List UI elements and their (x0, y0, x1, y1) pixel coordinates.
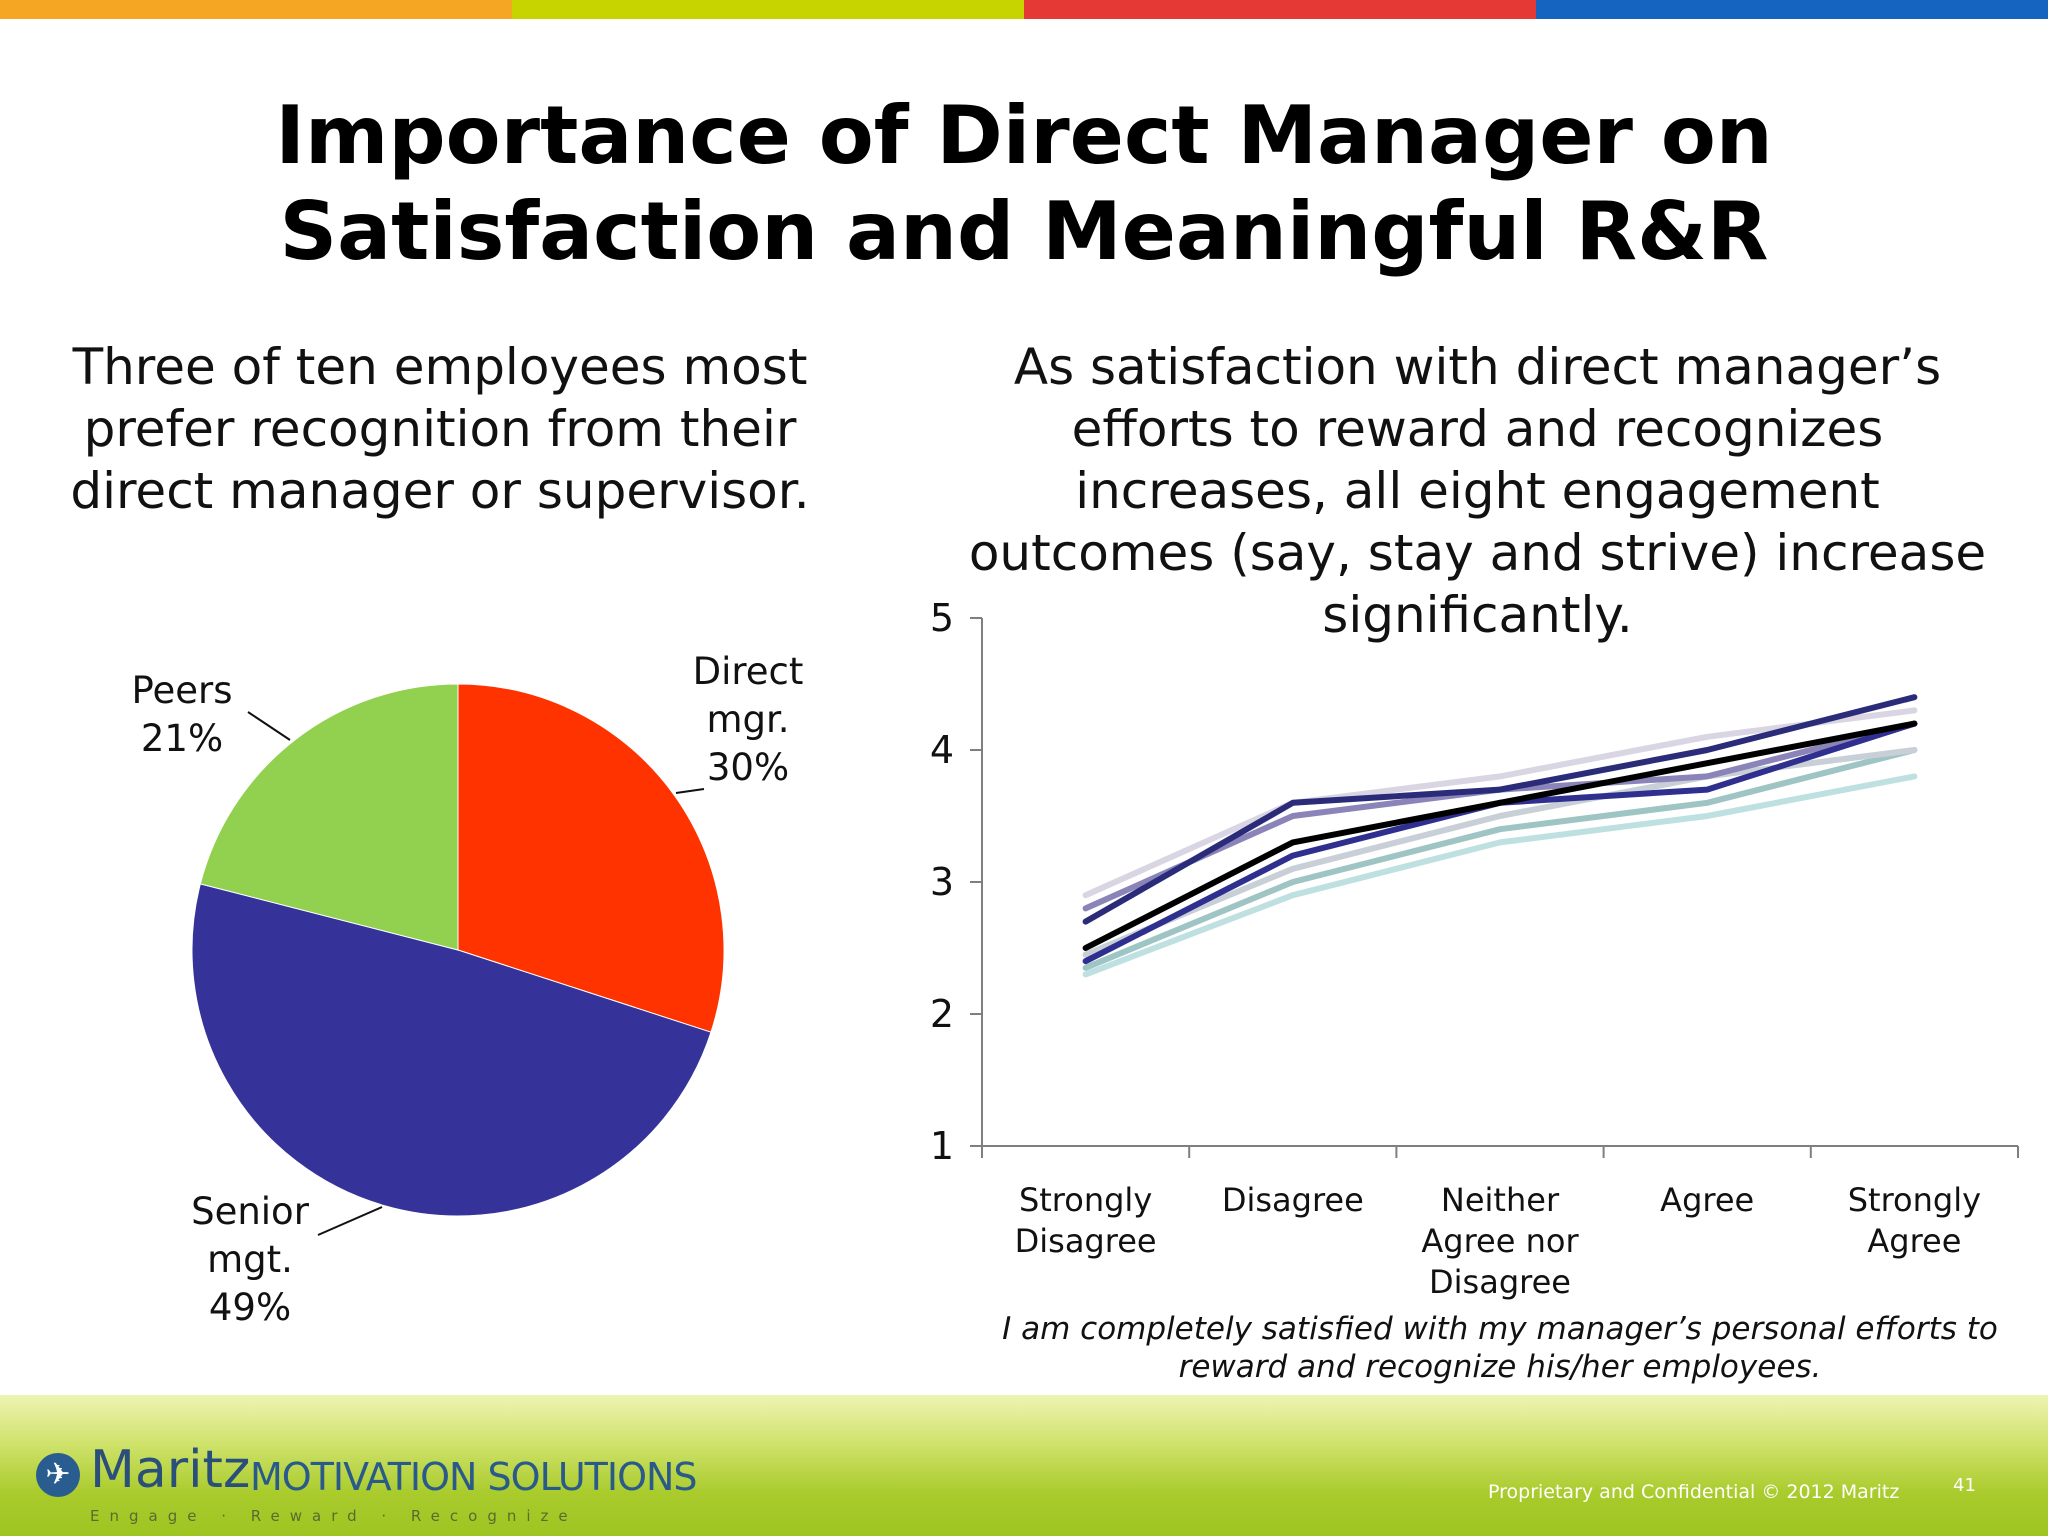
line-chart-caption: I am completely satisfied with my manage… (1002, 1311, 1998, 1385)
series-line-0 (1082, 707, 1918, 899)
x-tick-label: Disagree (1222, 1181, 1364, 1219)
page-number: 41 (1953, 1475, 1976, 1496)
line-subtitle: As satisfaction with direct manager’s ef… (968, 338, 1987, 644)
series-line-7 (1082, 720, 1918, 951)
x-tick-label: Neither Agree nor Disagree (1421, 1181, 1579, 1301)
top-color-bar (0, 0, 2048, 19)
pie-chart: Direct mgr. 30% Senior mgt. 49% Peers 21% (131, 650, 804, 1329)
x-tick-label: Agree (1660, 1181, 1754, 1219)
x-tick-label: Strongly Disagree (1015, 1181, 1157, 1260)
top-bar-segment (1536, 0, 2048, 19)
y-tick-label: 5 (930, 596, 954, 640)
y-tick-label: 2 (930, 992, 954, 1036)
y-tick-label: 4 (930, 728, 954, 772)
series-line-2 (1082, 747, 1918, 971)
maritz-logo-icon: ✈ (36, 1453, 80, 1497)
brand-name: Maritz (90, 1440, 251, 1500)
y-tick-label: 1 (930, 1124, 954, 1168)
pie-data-label: Peers 21% (131, 669, 232, 760)
pie-slice-0 (457, 683, 725, 1033)
pie-data-label: Senior mgt. 49% (191, 1190, 310, 1329)
series-line-1 (1082, 773, 1918, 978)
pie-slice-2 (199, 683, 459, 951)
pie-leader-line (247, 711, 291, 741)
footer-banner: ✈ Maritz MOTIVATION SOLUTIONS Engage · R… (0, 1395, 2048, 1536)
pie-leader-line (317, 1206, 383, 1236)
line-chart: 1 2 3 4 5 Strongly Disagree Disagree Neither Agre… (930, 596, 2019, 1301)
legal-notice: Proprietary and Confidential © 2012 Mari… (1488, 1481, 1900, 1503)
brand-motto: Engage · Reward · Recognize (90, 1507, 578, 1525)
pie-leader-line (675, 788, 705, 794)
top-bar-segment (512, 0, 1024, 19)
top-bar-segment (0, 0, 512, 19)
slide-title: Importance of Direct Manager on Satisfac… (275, 89, 1773, 278)
x-tick-label: Strongly Agree (1848, 1181, 1981, 1260)
pie-slice-1 (191, 883, 712, 1217)
y-tick-label: 3 (930, 860, 954, 904)
brand-tagline: MOTIVATION SOLUTIONS (250, 1455, 698, 1499)
top-bar-segment (1024, 0, 1536, 19)
pie-data-label: Direct mgr. 30% (693, 650, 804, 789)
pie-subtitle: Three of ten employees most prefer recog… (70, 338, 810, 520)
series-line-5 (1082, 694, 1918, 925)
